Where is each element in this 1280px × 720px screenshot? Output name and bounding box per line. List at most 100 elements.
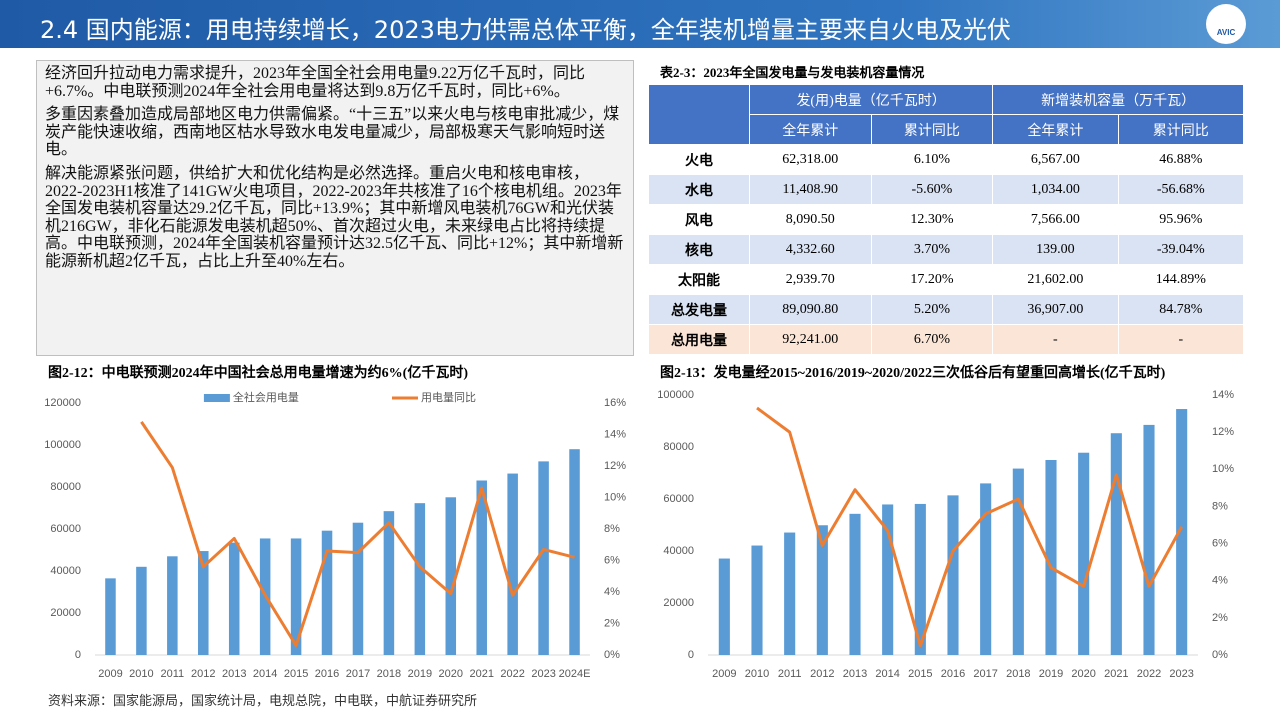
table-row: 火电 62,318.00 6.10% 6,567.00 46.88% (648, 144, 1245, 175)
table-cell: 84.78% (1117, 294, 1245, 325)
legend-label: 用电量同比 (421, 391, 476, 404)
y2-tick-label: 12% (1212, 426, 1234, 438)
y2-tick-label: 16% (604, 397, 626, 409)
bar (751, 545, 763, 655)
bar (784, 532, 796, 655)
y-tick-label: 100000 (657, 389, 694, 401)
x-tick-label: 2018 (1006, 668, 1030, 680)
line-series (140, 421, 575, 648)
x-tick-label: 2012 (810, 668, 834, 680)
x-tick-label: 2019 (408, 668, 432, 680)
table-cell: 6,567.00 (992, 144, 1119, 175)
logo-text: AVIC (1216, 28, 1236, 37)
bar (538, 461, 549, 655)
y2-tick-label: 2% (604, 617, 620, 629)
corner-cell (648, 84, 750, 145)
x-tick-label: 2013 (222, 668, 246, 680)
paragraph: 多重因素叠加造成局部地区电力供需偏紧。“十三五”以来火电与核电审批减少，煤炭产能… (45, 106, 620, 159)
x-tick-label: 2022 (1137, 668, 1161, 680)
sub-header: 累计同比 (870, 114, 994, 145)
table-cell: 总用电量 (648, 324, 750, 355)
bar (980, 483, 992, 655)
y-tick-label: 100000 (44, 439, 81, 451)
legend-swatch (203, 394, 230, 402)
slide-title: 2.4 国内能源：用电持续增长，2023电力供需总体平衡，全年装机增量主要来自火… (40, 16, 1011, 44)
table-cell: -39.04% (1117, 234, 1245, 265)
paragraph: 解决能源紧张问题，供给扩大和优化结构是必然选择。重启火电和核电审核，2022-2… (45, 164, 624, 270)
text-box: 经济回升拉动电力需求提升，2023年全国全社会用电量9.22万亿千瓦时，同比+6… (36, 60, 634, 356)
sub-header: 累计同比 (1117, 114, 1245, 145)
y2-tick-label: 10% (1212, 463, 1234, 475)
table-cell: 92,241.00 (749, 324, 872, 355)
table-cell: -5.60% (870, 174, 994, 205)
x-tick-label: 2019 (1039, 668, 1063, 680)
x-tick-label: 2012 (191, 668, 215, 680)
table-cell: - (1117, 324, 1245, 355)
y-tick-label: 0 (688, 649, 694, 661)
x-tick-label: 2016 (315, 668, 339, 680)
y2-tick-label: 2% (1212, 612, 1228, 624)
table-cell: 62,318.00 (749, 144, 872, 175)
y-tick-label: 60000 (50, 523, 81, 535)
table-cell: 5.20% (870, 294, 994, 325)
table-cell: 95.96% (1117, 204, 1245, 235)
bar (718, 558, 730, 655)
logo: AVIC (1206, 4, 1246, 44)
table-caption: 表2-3：2023年全国发电量与发电装机容量情况 (660, 65, 925, 80)
bar (882, 504, 894, 655)
bar (1176, 409, 1188, 655)
y2-tick-label: 4% (604, 586, 620, 598)
bar (228, 542, 240, 655)
x-tick-label: 2017 (346, 668, 370, 680)
bar (947, 495, 959, 655)
header-bar: 2.4 国内能源：用电持续增长，2023电力供需总体平衡，全年装机增量主要来自火… (0, 0, 1280, 48)
table-cell: 21,602.00 (992, 264, 1119, 295)
table-cell: 12.30% (870, 204, 994, 235)
y2-tick-label: 6% (1212, 537, 1228, 549)
table-cell: 3.70% (870, 234, 994, 265)
y2-tick-label: 14% (1212, 389, 1234, 401)
x-tick-label: 2017 (973, 668, 997, 680)
bar (914, 503, 926, 655)
table-cell: 核电 (648, 234, 750, 265)
x-tick-label: 2020 (439, 668, 463, 680)
x-tick-label: 2023 (1169, 668, 1193, 680)
table-cell: 46.88% (1117, 144, 1245, 175)
header-row: 全年累计 累计同比 全年累计 累计同比 (649, 114, 1245, 145)
table-cell: 36,907.00 (992, 294, 1119, 325)
bar (167, 556, 178, 655)
table-cell: 8,090.50 (749, 204, 872, 235)
y-tick-label: 20000 (50, 607, 81, 619)
bar (816, 525, 828, 655)
bar (105, 578, 116, 655)
x-tick-label: 2020 (1071, 668, 1095, 680)
bar (136, 566, 147, 655)
x-tick-label: 2021 (469, 668, 493, 680)
x-tick-label: 2009 (98, 668, 122, 680)
group-header: 新增装机容量（万千瓦） (992, 84, 1244, 115)
x-tick-label: 2015 (908, 668, 932, 680)
bar (1143, 424, 1155, 655)
x-tick-label: 2022 (500, 668, 524, 680)
table-cell: 6.70% (870, 324, 994, 355)
table-cell: 1,034.00 (992, 174, 1119, 205)
bar (849, 513, 861, 655)
sub-header: 全年累计 (749, 114, 872, 145)
table-cell: 139.00 (992, 234, 1119, 265)
table-row: 总发电量 89,090.80 5.20% 36,907.00 84.78% (648, 294, 1245, 325)
table-cell: 7,566.00 (992, 204, 1119, 235)
chart-title: 图2-13：发电量经2015~2016/2019~2020/2022三次低谷后有… (660, 364, 1166, 381)
data-table: 发(用)电量（亿千瓦时） 新增装机容量（万千瓦） 全年累计 累计同比 全年累计 累计同比火… (648, 84, 1245, 355)
bar (507, 473, 518, 655)
bar (198, 551, 209, 655)
x-tick-label: 2023 (531, 668, 555, 680)
x-tick-label: 2015 (284, 668, 308, 680)
bar (352, 522, 364, 655)
table-cell: 总发电量 (648, 294, 750, 325)
bar (569, 449, 580, 655)
table-cell: 4,332.60 (749, 234, 872, 265)
x-tick-label: 2021 (1104, 668, 1128, 680)
y-tick-label: 60000 (663, 493, 694, 505)
table-cell: -56.68% (1117, 174, 1245, 205)
